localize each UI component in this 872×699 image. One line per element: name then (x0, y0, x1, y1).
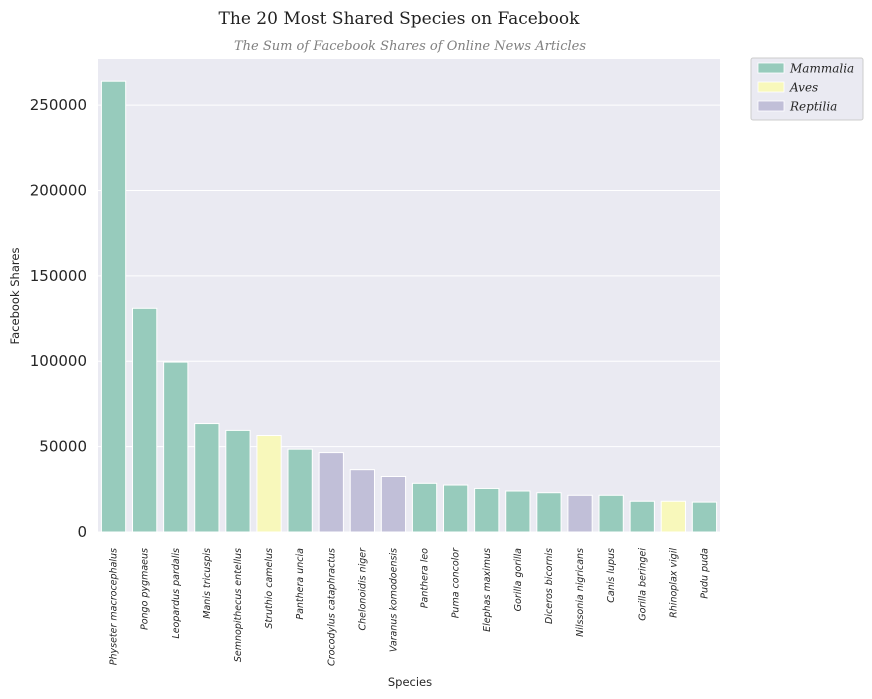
bar-18 (660, 500, 686, 533)
bar-7 (318, 452, 344, 533)
chart-title: The 20 Most Shared Species on Facebook (219, 9, 581, 29)
bar-3 (194, 423, 220, 533)
legend-label-mammalia: Mammalia (789, 62, 854, 76)
bar-19 (691, 501, 718, 533)
x-tick-label-0: Physeter macrocephalus (109, 548, 120, 665)
x-axis-ticks: Physeter macrocephalus Pongo pygmaeus Leop… (109, 547, 711, 666)
bar-5 (256, 435, 282, 533)
x-tick-label-1: Pongo pygmaeus (140, 548, 151, 630)
x-tick-label-12: Elephas maximus (482, 548, 493, 632)
bar-13 (505, 490, 531, 533)
bars (100, 80, 718, 533)
y-tick-label-1: 50000 (39, 438, 87, 456)
bar-12 (474, 487, 500, 533)
bar-9 (380, 476, 407, 533)
bar-16 (598, 494, 624, 533)
bar-2 (163, 361, 189, 533)
y-tick-label-4: 200000 (30, 181, 87, 199)
bar-11 (443, 484, 469, 533)
x-tick-label-15: Nilssonia nigricans (575, 548, 586, 637)
chart-subtitle: The Sum of Facebook Shares of Online New… (234, 39, 586, 54)
x-tick-label-4: Semnopithecus entellus (233, 548, 244, 662)
legend: Mammalia Aves Reptilia (750, 57, 864, 121)
bar-17 (629, 500, 655, 533)
legend-swatch-aves (757, 81, 785, 93)
y-axis-ticks: 0 50000 100000 150000 200000 250000 (30, 96, 87, 541)
x-tick-label-19: Pudu puda (699, 548, 710, 599)
y-tick-label-3: 150000 (30, 267, 87, 285)
x-tick-label-6: Panthera uncia (295, 548, 306, 620)
legend-label-aves: Aves (789, 81, 818, 95)
y-axis-label: Facebook Shares (8, 248, 22, 345)
x-tick-label-3: Manis tricuspis (202, 548, 213, 619)
legend-label-reptilia: Reptilia (789, 100, 837, 114)
x-tick-label-18: Rhinoplax vigil (668, 548, 679, 618)
bar-1 (132, 307, 158, 533)
x-axis-label: Species (388, 675, 432, 689)
y-tick-label-5: 250000 (30, 96, 87, 114)
x-tick-label-10: Panthera leo (420, 548, 431, 608)
plot-area (98, 59, 720, 532)
x-tick-label-17: Gorilla beringei (637, 548, 648, 621)
x-tick-label-7: Crocodylus cataphractus (326, 548, 337, 666)
bar-14 (536, 492, 562, 533)
bar-0 (100, 80, 127, 533)
x-tick-label-8: Chelonoidis niger (357, 547, 368, 631)
bar-4 (225, 429, 251, 533)
x-tick-label-13: Gorilla gorilla (513, 548, 524, 612)
bar-8 (349, 469, 375, 533)
x-tick-label-5: Struthio camelus (264, 548, 275, 629)
legend-swatch-mammalia (757, 62, 785, 74)
x-tick-label-2: Leopardus pardalis (171, 548, 182, 639)
y-tick-label-2: 100000 (30, 352, 87, 370)
x-tick-label-9: Varanus komodoensis (388, 548, 399, 652)
y-tick-label-0: 0 (77, 523, 87, 541)
bar-6 (287, 448, 313, 533)
x-tick-label-16: Canis lupus (606, 548, 617, 603)
legend-swatch-reptilia (757, 100, 785, 112)
bar-15 (567, 494, 593, 533)
x-tick-label-14: Diceros bicornis (544, 548, 555, 624)
bar-10 (411, 482, 438, 533)
x-tick-label-11: Puma concolor (451, 547, 462, 618)
